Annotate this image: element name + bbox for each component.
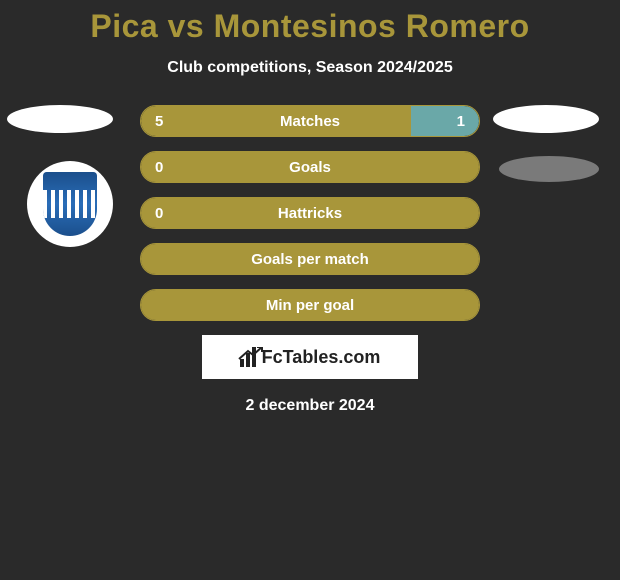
player-right-badge-2 (499, 156, 599, 182)
stat-bar: 0Goals (140, 151, 480, 183)
stat-bar: 0Hattricks (140, 197, 480, 229)
comparison-content: 51Matches 0Goals 0Hattricks Goals per match… (0, 105, 620, 415)
stat-bar: Min per goal (140, 289, 480, 321)
club-logo-shield-icon (43, 172, 97, 236)
bar-label: Hattricks (141, 205, 479, 222)
date-text: 2 december 2024 (0, 397, 620, 415)
bar-label: Goals (141, 159, 479, 176)
bar-label: Goals per match (141, 251, 479, 268)
site-logo-chart-icon (240, 347, 256, 367)
bar-label: Min per goal (141, 297, 479, 314)
site-logo[interactable]: FcTables.com (202, 335, 418, 379)
site-logo-text: FcTables.com (262, 347, 381, 368)
bar-label: Matches (141, 113, 479, 130)
stat-bars: 51Matches 0Goals 0Hattricks Goals per match… (140, 105, 480, 321)
page-title: Pica vs Montesinos Romero (0, 0, 620, 45)
stat-bar: 51Matches (140, 105, 480, 137)
page-subtitle: Club competitions, Season 2024/2025 (0, 59, 620, 77)
club-logo (27, 161, 113, 247)
player-right-badge-1 (493, 105, 599, 133)
player-left-badge-1 (7, 105, 113, 133)
stat-bar: Goals per match (140, 243, 480, 275)
